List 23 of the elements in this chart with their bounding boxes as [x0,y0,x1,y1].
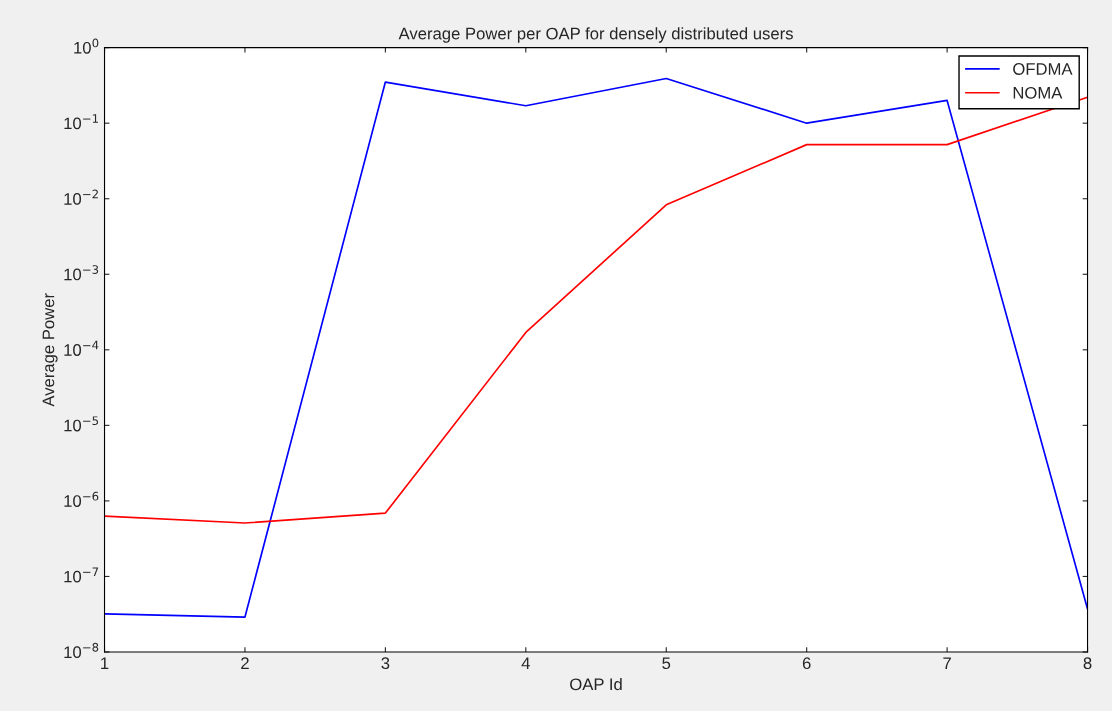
y-tick-label: 10$^{−1}$ [64,114,98,130]
x-axis-title: OAP Id [570,677,622,691]
y-tick-label: 10$^{−8}$ [64,642,99,659]
x-tick-label: 7 [943,657,951,669]
line-series [104,77,1088,618]
y-tick-label: 10$^{0}$ [74,38,99,54]
y-axis-title: Average Power [42,293,58,407]
x-tick-label: 6 [802,657,811,670]
y-tick-label: 10$^{−7}$ [64,567,99,583]
x-tick-label: 5 [662,657,671,670]
y-tick-label: 10$^{−6}$ [64,491,99,507]
x-tick-label: 3 [381,657,390,670]
x-tick-label: 1 [101,657,109,669]
y-tick-label: 10$^{−2}$ [64,189,98,205]
chart-title: Average Power per OAP for densely distributed users [398,27,793,43]
legend-label: NOMA [1013,86,1063,99]
legend-label: OFDMA [1013,63,1073,75]
y-tick-label: 10$^{−4}$ [64,340,99,356]
y-tick-label: 10$^{−5}$ [64,416,99,432]
y-tick-label: 10$^{−3}$ [64,265,99,281]
x-tick-label: 2 [241,657,249,669]
x-tick-label: 8 [1083,657,1092,670]
x-tick-label: 4 [521,657,530,669]
